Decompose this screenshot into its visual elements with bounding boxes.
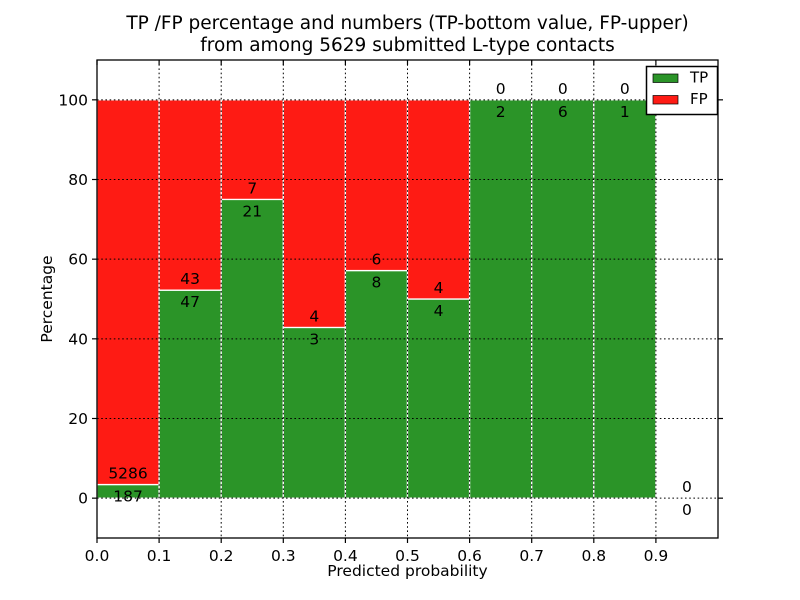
x-tick-label: 0.2 — [209, 547, 234, 565]
tp-count-label: 1 — [620, 103, 630, 121]
x-tick-label: 0.4 — [333, 547, 358, 565]
y-tick-label: 60 — [68, 251, 88, 269]
y-tick-label: 100 — [58, 91, 88, 109]
y-tick-label: 80 — [68, 171, 88, 189]
x-tick-label: 0.9 — [644, 547, 669, 565]
fp-count-label: 0 — [682, 478, 692, 496]
bar-tp-segment — [531, 99, 595, 499]
tp-count-label: 187 — [113, 488, 143, 506]
legend-label-tp: TP — [689, 69, 708, 87]
tp-count-label: 6 — [558, 103, 568, 121]
x-axis-label: Predicted probability — [327, 562, 488, 580]
bar-tp-segment — [468, 99, 533, 499]
tp-count-label: 21 — [242, 202, 262, 220]
y-tick-label: 20 — [68, 410, 88, 428]
chart-title-line1: TP /FP percentage and numbers (TP-bottom… — [126, 13, 689, 34]
tp-count-label: 3 — [309, 330, 319, 348]
bar-tp-segment — [282, 326, 347, 499]
fp-count-label: 7 — [247, 179, 257, 197]
legend-label-fp: FP — [690, 90, 708, 108]
tp-count-label: 47 — [180, 293, 200, 311]
x-tick-label: 0.0 — [85, 547, 110, 565]
chart-title: TP /FP percentage and numbers (TP-bottom… — [97, 13, 718, 57]
bar-fp-segment — [282, 99, 347, 329]
bar-fp-segment — [96, 99, 160, 486]
x-tick-label: 0.1 — [147, 547, 172, 565]
fp-count-label: 43 — [180, 270, 200, 288]
fp-count-label: 4 — [434, 279, 444, 297]
bar-fp-segment — [406, 99, 471, 300]
fp-count-label: 4 — [309, 307, 319, 325]
x-tick-label: 0.3 — [271, 547, 296, 565]
fp-count-label: 5286 — [108, 465, 147, 483]
fp-count-label: 0 — [620, 80, 630, 98]
bar-fp-segment — [158, 99, 222, 291]
tp-count-label: 8 — [372, 274, 382, 292]
bar-tp-segment — [344, 269, 409, 499]
bar-tp-segment — [158, 289, 222, 499]
fp-count-label: 6 — [372, 251, 382, 269]
y-axis-label: Percentage — [38, 255, 56, 343]
bar-fp-segment — [220, 99, 284, 201]
legend-swatch-tp — [652, 73, 679, 83]
fp-count-label: 0 — [558, 80, 568, 98]
bar-fp-segment — [344, 99, 409, 272]
x-tick-label: 0.8 — [581, 547, 606, 565]
x-tick-label: 0.5 — [395, 547, 420, 565]
legend-swatch-fp — [652, 95, 679, 105]
fp-count-label: 0 — [496, 80, 506, 98]
bar-tp-segment — [593, 99, 657, 499]
tp-count-label: 4 — [434, 302, 444, 320]
bar-tp-segment — [220, 198, 284, 499]
bar-tp-segment — [406, 298, 471, 499]
tp-count-label: 2 — [496, 103, 506, 121]
x-tick-label: 0.6 — [457, 547, 482, 565]
x-tick-label: 0.7 — [519, 547, 544, 565]
chart-title-line2: from among 5629 submitted L-type contact… — [200, 35, 615, 56]
y-tick-label: 0 — [78, 490, 88, 508]
tp-count-label: 0 — [682, 501, 692, 519]
y-tick-label: 40 — [68, 330, 88, 348]
